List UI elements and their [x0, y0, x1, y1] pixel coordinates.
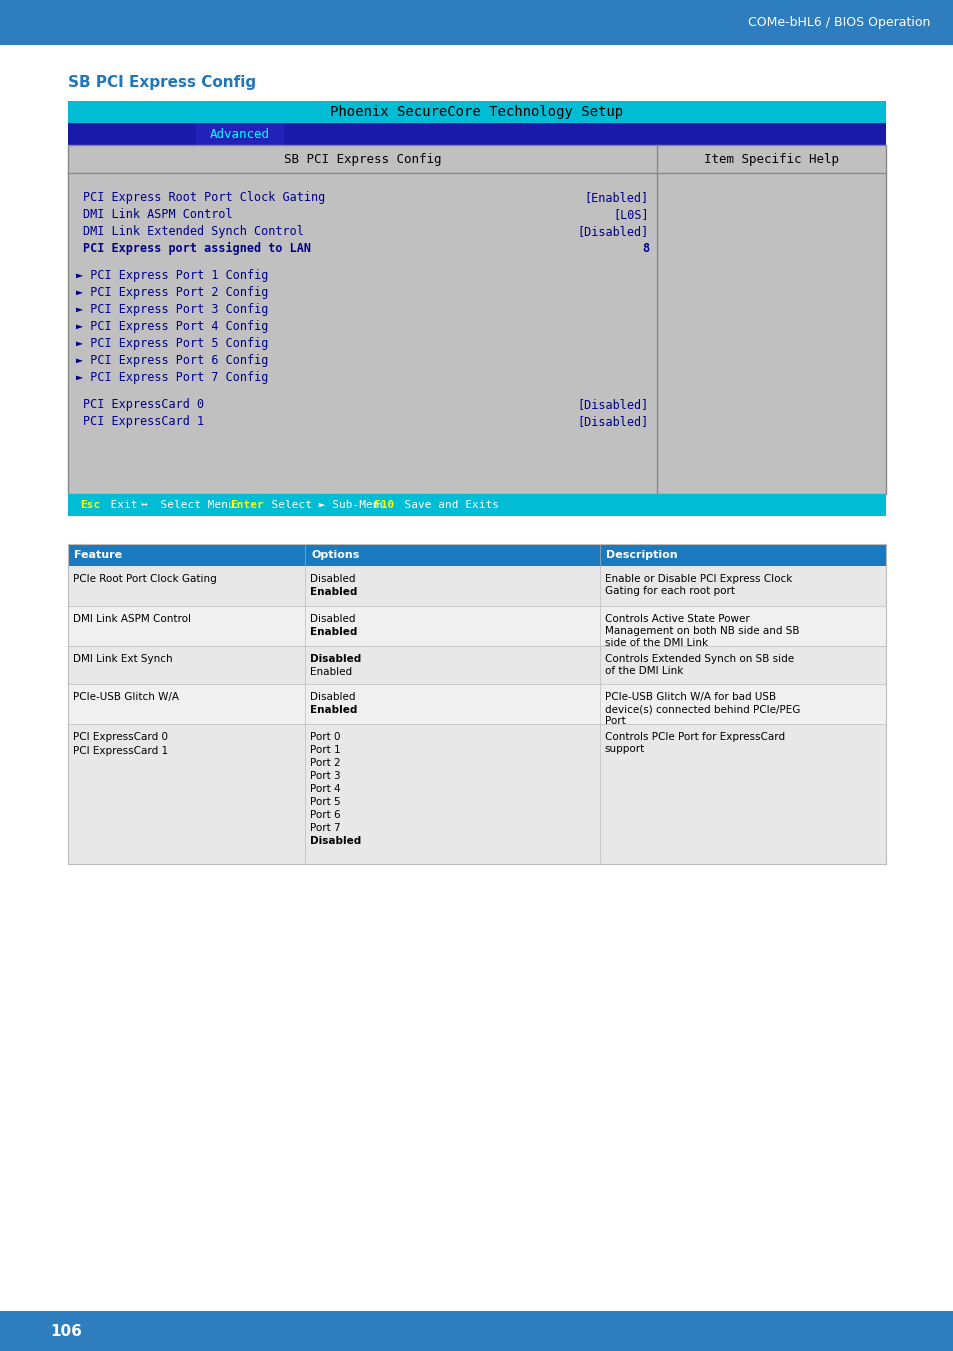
- Text: Item Specific Help: Item Specific Help: [703, 153, 838, 166]
- Text: Port 2: Port 2: [310, 758, 340, 767]
- Text: ► PCI Express Port 1 Config: ► PCI Express Port 1 Config: [76, 269, 268, 282]
- Text: SB PCI Express Config: SB PCI Express Config: [283, 153, 441, 166]
- Bar: [68, 544, 885, 566]
- Text: Save and Exits: Save and Exits: [391, 500, 498, 509]
- Text: [Disabled]: [Disabled]: [578, 415, 648, 428]
- Bar: [0, 1310, 953, 1351]
- Text: Advanced: Advanced: [210, 127, 270, 141]
- Bar: [195, 123, 284, 145]
- Bar: [68, 145, 885, 494]
- Text: Enabled: Enabled: [310, 667, 352, 677]
- Text: PCI ExpressCard 1: PCI ExpressCard 1: [73, 746, 168, 757]
- Text: Port 1: Port 1: [310, 744, 340, 755]
- Text: ► PCI Express Port 4 Config: ► PCI Express Port 4 Config: [76, 320, 268, 332]
- Text: Esc: Esc: [80, 500, 100, 509]
- Bar: [68, 101, 885, 123]
- Text: PCI ExpressCard 0: PCI ExpressCard 0: [73, 732, 168, 742]
- Text: [L0S]: [L0S]: [613, 208, 648, 222]
- Text: Enable or Disable PCI Express Clock: Enable or Disable PCI Express Clock: [604, 574, 791, 584]
- Text: PCIe-USB Glitch W/A for bad USB: PCIe-USB Glitch W/A for bad USB: [604, 692, 775, 703]
- Text: Port 3: Port 3: [310, 771, 340, 781]
- Text: support: support: [604, 744, 644, 754]
- Text: PCIe Root Port Clock Gating: PCIe Root Port Clock Gating: [73, 574, 216, 584]
- Text: Disabled: Disabled: [310, 654, 361, 663]
- Text: ► PCI Express Port 3 Config: ► PCI Express Port 3 Config: [76, 303, 268, 316]
- Text: Port: Port: [604, 716, 625, 725]
- Text: DMI Link Extended Synch Control: DMI Link Extended Synch Control: [83, 226, 304, 238]
- Text: Enabled: Enabled: [310, 586, 357, 597]
- Text: Options: Options: [311, 550, 359, 561]
- Text: PCI Express Root Port Clock Gating: PCI Express Root Port Clock Gating: [83, 190, 325, 204]
- Text: PCIe-USB Glitch W/A: PCIe-USB Glitch W/A: [73, 692, 179, 703]
- Text: Controls Active State Power: Controls Active State Power: [604, 613, 749, 624]
- Text: Controls PCIe Port for ExpressCard: Controls PCIe Port for ExpressCard: [604, 732, 784, 742]
- Text: Enter: Enter: [230, 500, 263, 509]
- Text: ► PCI Express Port 7 Config: ► PCI Express Port 7 Config: [76, 372, 268, 384]
- Text: COMe-bHL6 / BIOS Operation: COMe-bHL6 / BIOS Operation: [747, 16, 929, 28]
- Text: Controls Extended Synch on SB side: Controls Extended Synch on SB side: [604, 654, 793, 663]
- Text: SB PCI Express Config: SB PCI Express Config: [68, 76, 255, 91]
- Text: 8: 8: [641, 242, 648, 255]
- Text: Exit: Exit: [96, 500, 151, 509]
- Text: [Enabled]: [Enabled]: [584, 190, 648, 204]
- Text: Management on both NB side and SB: Management on both NB side and SB: [604, 626, 799, 636]
- Text: Phoenix SecureCore Technology Setup: Phoenix SecureCore Technology Setup: [330, 105, 623, 119]
- Text: Enabled: Enabled: [310, 627, 357, 638]
- Text: DMI Link ASPM Control: DMI Link ASPM Control: [83, 208, 233, 222]
- Text: Select ► Sub-Menu: Select ► Sub-Menu: [257, 500, 399, 509]
- Text: Port 5: Port 5: [310, 797, 340, 807]
- Text: PCI Express port assigned to LAN: PCI Express port assigned to LAN: [83, 242, 311, 255]
- Bar: [68, 724, 885, 865]
- Bar: [68, 494, 885, 516]
- Text: PCI ExpressCard 1: PCI ExpressCard 1: [83, 415, 204, 428]
- Text: PCI ExpressCard 0: PCI ExpressCard 0: [83, 399, 204, 411]
- Text: DMI Link Ext Synch: DMI Link Ext Synch: [73, 654, 172, 663]
- Text: Enabled: Enabled: [310, 705, 357, 715]
- Text: Port 6: Port 6: [310, 811, 340, 820]
- Text: ↔: ↔: [141, 500, 148, 509]
- Bar: [68, 123, 885, 145]
- Text: side of the DMI Link: side of the DMI Link: [604, 638, 707, 648]
- Bar: [68, 566, 885, 607]
- Text: Port 7: Port 7: [310, 823, 340, 834]
- Text: device(s) connected behind PCIe/PEG: device(s) connected behind PCIe/PEG: [604, 704, 800, 713]
- Text: Gating for each root port: Gating for each root port: [604, 586, 734, 596]
- Bar: [68, 607, 885, 646]
- Text: Port 4: Port 4: [310, 784, 340, 794]
- Text: [Disabled]: [Disabled]: [578, 226, 648, 238]
- Text: Disabled: Disabled: [310, 836, 361, 846]
- Bar: [68, 646, 885, 684]
- Text: ► PCI Express Port 5 Config: ► PCI Express Port 5 Config: [76, 336, 268, 350]
- Text: [Disabled]: [Disabled]: [578, 399, 648, 411]
- Text: Select Menu: Select Menu: [147, 500, 248, 509]
- Text: 106: 106: [50, 1324, 82, 1339]
- Text: ► PCI Express Port 6 Config: ► PCI Express Port 6 Config: [76, 354, 268, 367]
- Text: Description: Description: [605, 550, 677, 561]
- Text: DMI Link ASPM Control: DMI Link ASPM Control: [73, 613, 191, 624]
- Bar: [0, 0, 953, 45]
- Bar: [68, 684, 885, 724]
- Text: Disabled: Disabled: [310, 692, 355, 703]
- Text: Disabled: Disabled: [310, 613, 355, 624]
- Text: of the DMI Link: of the DMI Link: [604, 666, 682, 676]
- Text: ► PCI Express Port 2 Config: ► PCI Express Port 2 Config: [76, 286, 268, 299]
- Text: F10: F10: [374, 500, 394, 509]
- Text: Feature: Feature: [74, 550, 122, 561]
- Text: Disabled: Disabled: [310, 574, 355, 584]
- Text: Port 0: Port 0: [310, 732, 340, 742]
